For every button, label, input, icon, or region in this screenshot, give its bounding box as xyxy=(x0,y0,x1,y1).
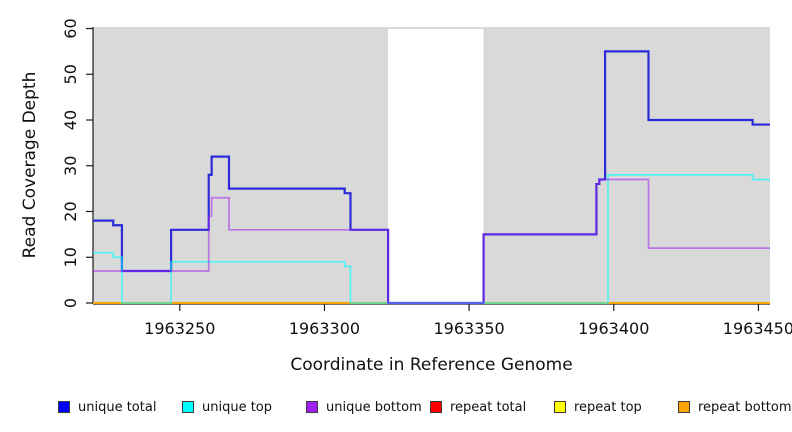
x-tick-label: 1963250 xyxy=(144,319,215,338)
legend-swatch-unique-top xyxy=(182,401,194,413)
legend-swatch-repeat-bottom xyxy=(678,401,690,413)
y-tick-label: 60 xyxy=(61,18,80,38)
legend-label: repeat bottom xyxy=(698,399,792,415)
x-tick-label: 1963450 xyxy=(723,319,792,338)
legend-label: repeat total xyxy=(450,399,527,415)
series-unique-top xyxy=(93,174,770,304)
legend-item-repeat-bottom: repeat bottom xyxy=(678,397,792,417)
legend-item-unique-bottom: unique bottom xyxy=(306,397,422,417)
masked-region-band xyxy=(388,29,484,304)
x-tick-label: 1963400 xyxy=(578,319,649,338)
legend-item-repeat-total: repeat total xyxy=(430,397,526,417)
legend-item-repeat-top: repeat top xyxy=(554,397,642,417)
y-tick-label: 0 xyxy=(61,298,80,308)
legend-item-unique-total: unique total xyxy=(58,397,156,417)
x-tick-label: 1963350 xyxy=(433,319,504,338)
y-axis-title: Read Coverage Depth xyxy=(20,71,40,259)
y-tick-label: 40 xyxy=(61,110,80,130)
legend-label: unique bottom xyxy=(326,399,422,415)
legend-item-unique-top: unique top xyxy=(182,397,272,417)
y-tick-label: 50 xyxy=(61,64,80,84)
legend-swatch-unique-total xyxy=(58,401,70,413)
y-tick-label: 30 xyxy=(61,156,80,176)
x-tick-label: 1963300 xyxy=(289,319,360,338)
legend-swatch-repeat-top xyxy=(554,401,566,413)
chart-legend: unique total unique top unique bottom repea… xyxy=(0,397,792,423)
legend-swatch-unique-bottom xyxy=(306,401,318,413)
legend-label: unique total xyxy=(78,399,157,415)
x-axis-title: Coordinate in Reference Genome xyxy=(290,355,573,375)
legend-label: repeat top xyxy=(574,399,642,415)
legend-swatch-repeat-total xyxy=(430,401,442,413)
series-unique-bottom xyxy=(93,178,770,304)
y-tick-label: 10 xyxy=(61,247,80,267)
legend-label: unique top xyxy=(202,399,273,415)
y-tick-label: 20 xyxy=(61,201,80,221)
